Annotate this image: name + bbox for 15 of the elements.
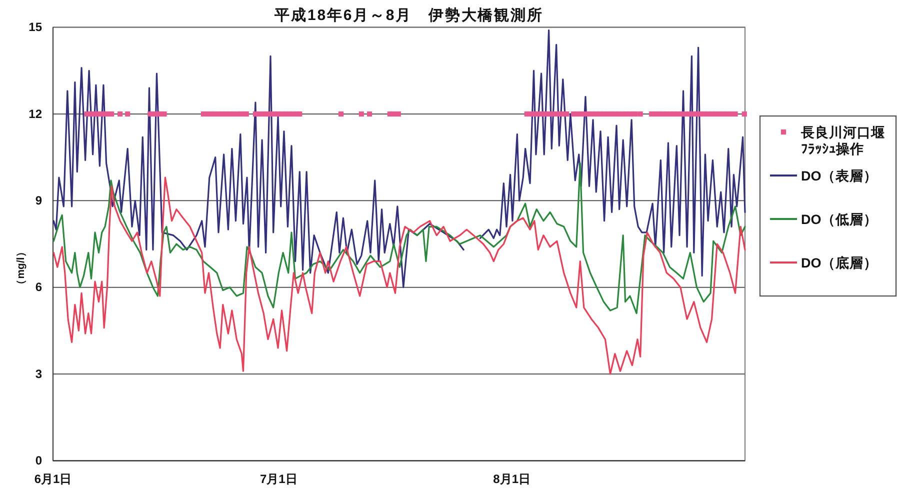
y-tick-label: 0: [35, 454, 42, 468]
legend-label: DO（底層）: [801, 254, 878, 270]
y-tick-label: 6: [35, 280, 42, 294]
legend-label: DO（表層）: [801, 168, 878, 184]
y-tick-label: 3: [35, 366, 42, 381]
legend-label: DO（低層）: [801, 212, 878, 227]
y-tick-label: 12: [28, 106, 42, 121]
y-tick-label: 9: [35, 194, 42, 208]
x-tick-label: 8月1日: [493, 472, 531, 486]
legend-label: 長良川河口堰ﾌﾗｯｼｭ操作: [800, 124, 885, 156]
y-axis-title: （mg/l）: [15, 246, 27, 290]
x-tick-label: 7月1日: [260, 472, 298, 486]
x-tick-label: 6月1日: [34, 472, 72, 486]
chart-title: 平成18年6月～8月 伊勢大橋観測所: [274, 7, 544, 24]
y-tick-label: 15: [28, 20, 42, 34]
